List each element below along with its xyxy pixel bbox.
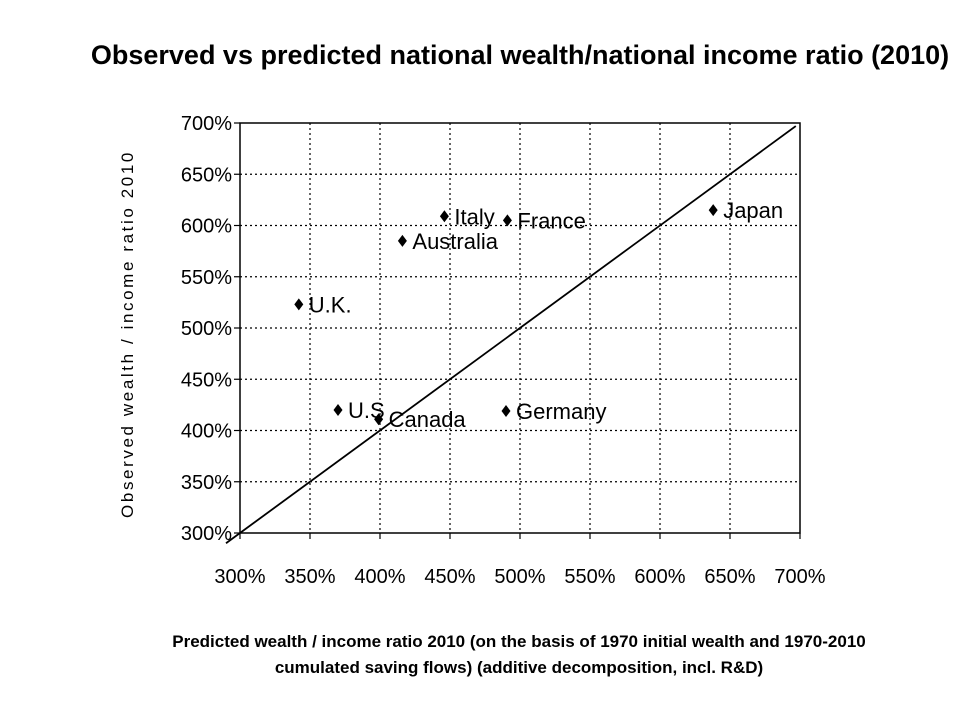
y-tick-label: 450% [181, 369, 232, 391]
y-axis-label: Observed wealth / income ratio 2010 [118, 150, 137, 518]
x-tick-label: 450% [424, 566, 475, 588]
x-tick-label: 550% [564, 566, 615, 588]
chart-title: Observed vs predicted national wealth/na… [91, 40, 949, 70]
data-point-marker [397, 234, 407, 247]
y-axis-ticks: 300% 350% 400% 450% 500% 550% 600% 650% 700% [181, 113, 240, 545]
data-point-label: U.K. [309, 292, 352, 317]
reference-line [225, 125, 797, 544]
x-axis-label-line-1: Predicted wealth / income ratio 2010 (on… [172, 632, 865, 651]
x-tick-label: 700% [774, 566, 825, 588]
x-axis-ticks: 300% 350% 400% 450% 500% 550% 600% 650% 700% [214, 533, 826, 588]
data-point-marker [502, 214, 512, 227]
data-point-label: Italy [454, 204, 494, 229]
x-tick-label: 300% [214, 566, 265, 588]
data-point-marker [501, 405, 511, 418]
x-tick-label: 350% [284, 566, 335, 588]
x-tick-label: 600% [634, 566, 685, 588]
data-point-label: France [517, 208, 585, 233]
x-tick-label: 500% [494, 566, 545, 588]
data-point-marker [294, 298, 304, 311]
data-point-label: Australia [412, 229, 498, 254]
data-point-label: Canada [389, 407, 467, 432]
data-point-marker [439, 210, 449, 223]
y-tick-label: 350% [181, 472, 232, 494]
data-point-marker [374, 413, 384, 426]
y-tick-label: 300% [181, 523, 232, 545]
data-point-label: Japan [723, 198, 783, 223]
y-tick-label: 650% [181, 164, 232, 186]
y-tick-label: 400% [181, 421, 232, 443]
x-axis-label-line-2: cumulated saving flows) (additive decomp… [275, 658, 763, 677]
y-tick-label: 600% [181, 216, 232, 238]
data-point-marker [333, 404, 343, 416]
y-tick-label: 500% [181, 318, 232, 340]
reference-line-group [225, 125, 797, 544]
x-tick-label: 650% [704, 566, 755, 588]
y-tick-label: 700% [181, 113, 232, 135]
data-point-label: Germany [516, 399, 606, 424]
data-point-marker [708, 204, 718, 217]
x-tick-label: 400% [354, 566, 405, 588]
y-tick-label: 550% [181, 267, 232, 289]
